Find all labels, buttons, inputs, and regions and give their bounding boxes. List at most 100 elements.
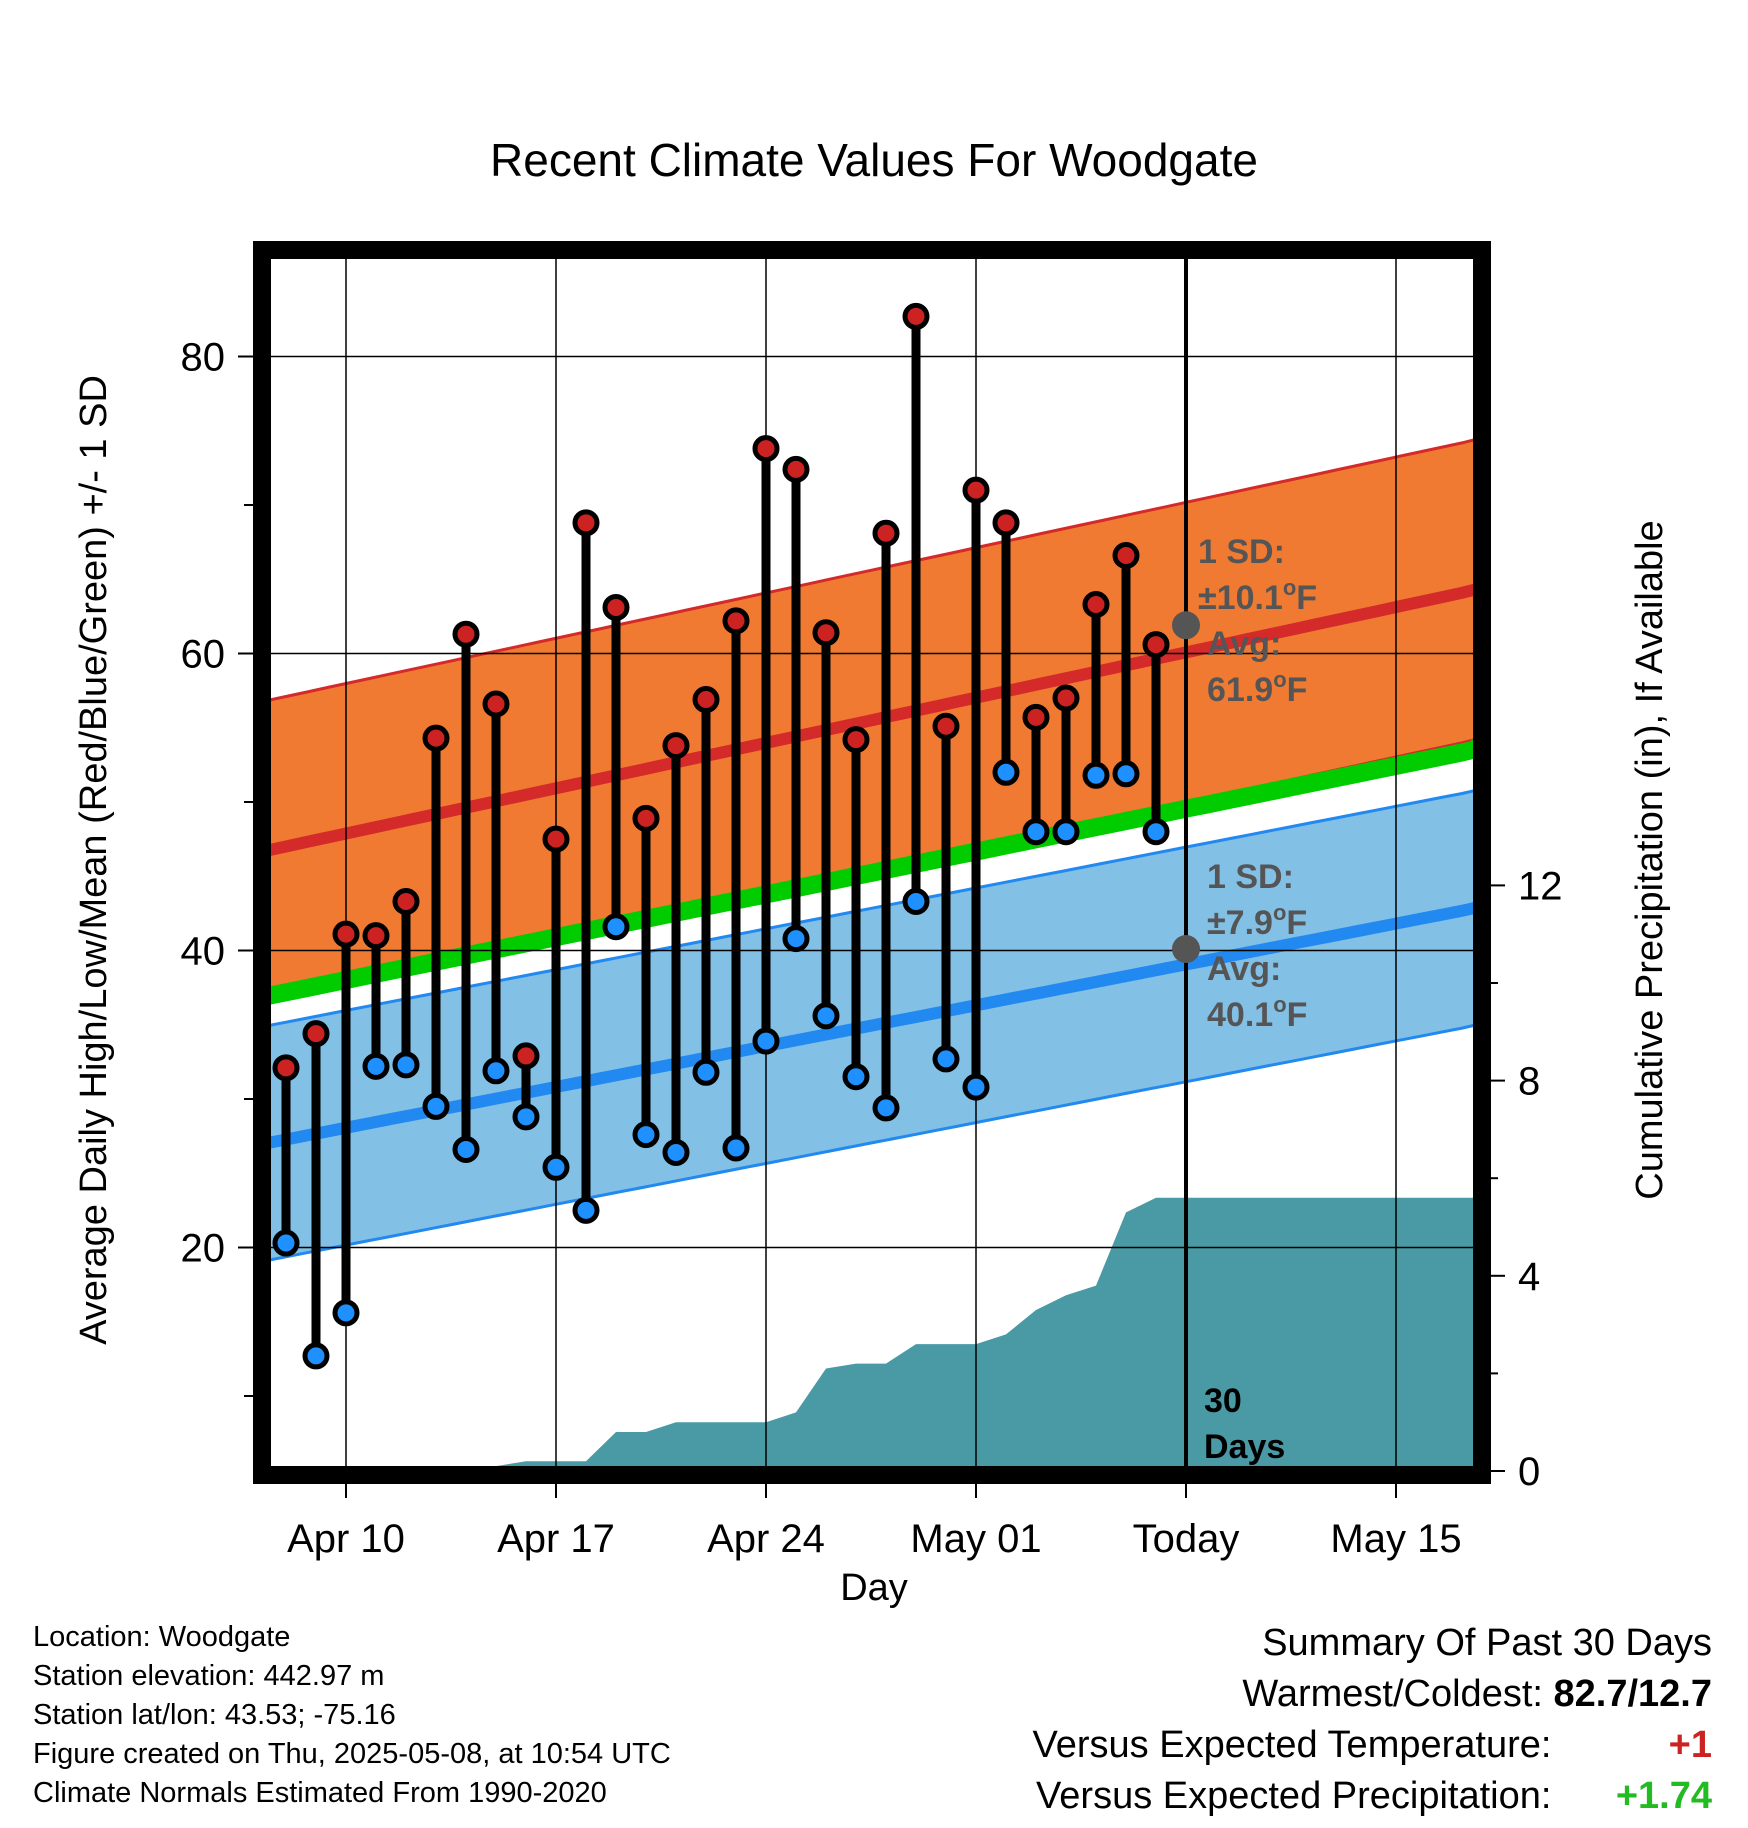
daily-high-point [842,726,870,754]
high-avg-label: Avg: [1207,625,1281,663]
daily-high-point [542,825,570,853]
daily-high-point [1142,631,1170,659]
precipitation-anomaly-label: Versus Expected Precipitation: [1036,1775,1552,1817]
chart-axes: 20 40 60 80 0 4 8 12 Apr 10 Apr 17 Apr 24 May 01 Tod… [181,241,1563,1561]
daily-low-point [842,1063,870,1091]
daily-low-point [752,1027,780,1055]
daily-low-point [1082,761,1110,789]
daily-low-point [902,887,930,915]
daily-high-point [422,724,450,752]
low-sd-value-unit: F [1286,904,1307,942]
x-tick-label: Apr 24 [707,1517,825,1561]
temperature-anomaly-value: +1 [1668,1724,1712,1766]
daily-high-point [482,690,510,718]
daily-high-point [992,509,1020,537]
x-tick-label: Today [1133,1517,1240,1561]
daily-low-point [362,1052,390,1080]
temperature-anomaly-label: Versus Expected Temperature: [1032,1724,1552,1766]
warmest-coldest-value: 82.7/12.7 [1553,1673,1712,1715]
daily-high-point [782,455,810,483]
daily-low-point [872,1094,900,1122]
x-axis-label: Day [840,1567,908,1609]
y-tick-label: 60 [181,633,226,677]
x-tick-label: May 15 [1330,1517,1461,1561]
daily-high-point [752,435,780,463]
daily-high-point [722,607,750,635]
low-sd-value: ±7.9oF [1207,900,1307,942]
x-tick-label: Apr 10 [287,1517,405,1561]
daily-low-point [452,1135,480,1163]
daily-high-point [872,519,900,547]
daily-low-point [662,1138,690,1166]
y2-tick-label: 0 [1518,1450,1540,1494]
daily-high-point [1052,684,1080,712]
daily-low-point [272,1229,300,1257]
high-sd-value: ±10.1oF [1198,575,1317,617]
days-count-label: 30 [1204,1382,1242,1420]
daily-low-point [542,1153,570,1181]
low-avg-value-degree: o [1273,992,1286,1017]
daily-high-point [662,732,690,760]
daily-low-point [1142,818,1170,846]
high-sd-value-degree: o [1283,575,1296,600]
y-tick-label: 40 [181,930,226,974]
daily-high-point [512,1042,540,1070]
normal-high-line [263,579,1486,857]
daily-low-point [602,913,630,941]
high-avg-value: 61.9oF [1207,667,1307,709]
normal-mean-line [263,739,1489,1006]
y-axis-label: Average Daily High/Low/Mean (Red/Blue/Gr… [73,375,115,1345]
daily-low-point [1052,818,1080,846]
y2-axis-label: Cumulative Precipitation (in), If Availa… [1629,520,1671,1199]
plot-frame [253,241,1491,1484]
daily-high-point [332,920,360,948]
daily-low-point [1022,818,1050,846]
daily-high-point [452,620,480,648]
low-avg-value: 40.1oF [1207,992,1307,1034]
low-avg-label: Avg: [1207,950,1281,988]
daily-low-point [512,1103,540,1131]
daily-high-point [962,476,990,504]
daily-low-point [392,1051,420,1079]
temperature-anomaly-row: Versus Expected Temperature: +1 [1033,1720,1712,1771]
low-sd-label: 1 SD: [1207,858,1294,896]
precipitation-anomaly-value: +1.74 [1615,1775,1712,1817]
daily-high-point [812,619,840,647]
low-sd-value-degree: o [1273,900,1286,925]
y2-tick-label: 8 [1518,1060,1540,1104]
low-band-lower-edge [264,1015,1482,1263]
location-text: Location: Woodgate [33,1621,291,1653]
daily-high-point [602,593,630,621]
daily-high-point [572,509,600,537]
daily-low-point [722,1134,750,1162]
warmest-coldest-row: Warmest/Coldest: 82.7/12.7 [1033,1669,1712,1720]
daily-low-point [962,1073,990,1101]
daily-low-point [482,1057,510,1085]
daily-low-point [692,1058,720,1086]
daily-high-point [1022,703,1050,731]
high-band-upper-edge [264,429,1482,703]
summary-panel: Summary Of Past 30 Days Warmest/Coldest:… [1033,1618,1712,1822]
high-avg-value-unit: F [1287,671,1308,709]
plot-area [262,250,1489,1475]
precipitation-anomaly-row: Versus Expected Precipitation: +1.74 [1033,1771,1712,1822]
climate-chart: Recent Climate Values For Woodgate 1 SD:… [73,134,1671,1609]
daily-high-point [392,887,420,915]
daily-high-point [692,686,720,714]
daily-high-point [932,712,960,740]
daily-low-point [302,1342,330,1370]
latlon-text: Station lat/lon: 43.53; -75.16 [33,1699,396,1731]
daily-high-point [1112,541,1140,569]
y2-tick-label: 4 [1518,1255,1540,1299]
daily-low-point [422,1092,450,1120]
x-tick-label: Apr 17 [497,1517,615,1561]
daily-low-point [782,925,810,953]
daily-low-point [572,1196,600,1224]
high-sd-value-unit: F [1296,579,1317,617]
daily-high-point [1082,590,1110,618]
created-text: Figure created on Thu, 2025-05-08, at 10… [33,1738,671,1770]
days-word-label: Days [1204,1428,1285,1466]
y-tick-label: 80 [181,336,226,380]
y2-tick-label: 12 [1518,864,1563,908]
station-info: Location: Woodgate Station elevation: 44… [33,1618,671,1813]
